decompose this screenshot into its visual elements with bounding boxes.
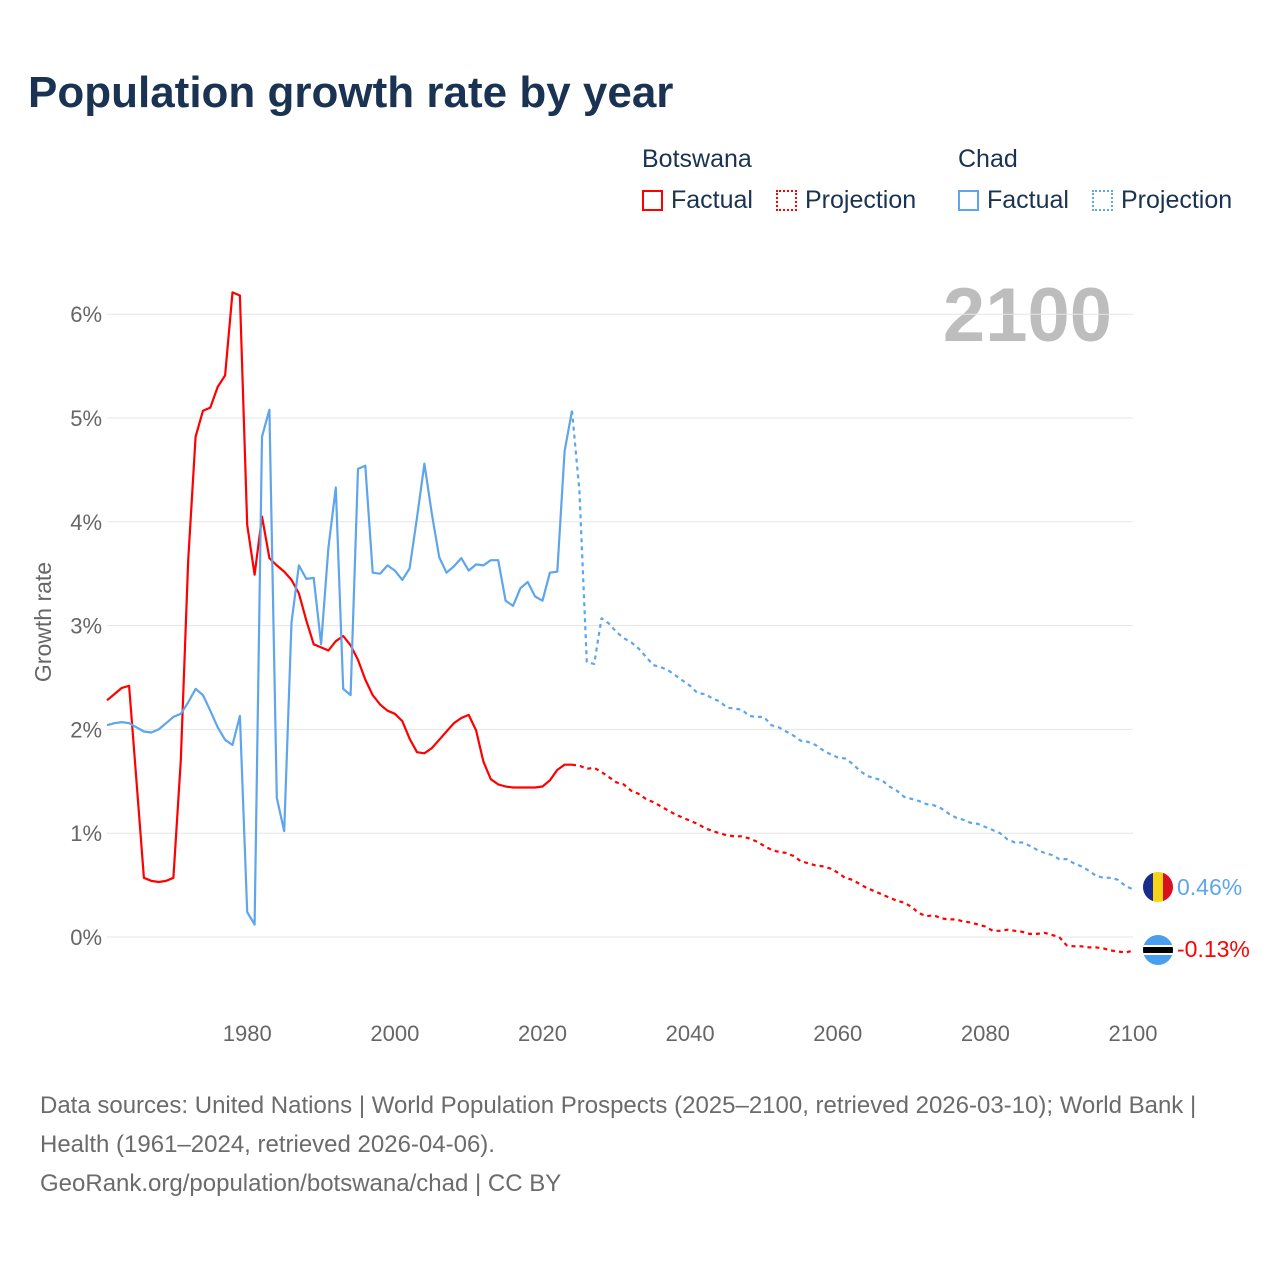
legend-botswana-factual[interactable]: Factual [642,186,753,215]
legend-swatch-dotted [776,190,797,211]
y-tick-label: 4% [70,510,102,535]
y-axis-label: Growth rate [30,562,56,682]
y-tick-label: 6% [70,302,102,327]
legend-label: Projection [805,186,917,214]
legend-label: Factual [671,186,753,214]
x-tick-label: 2040 [666,1021,715,1046]
y-tick-label: 1% [70,821,102,846]
credit-link[interactable]: GeoRank.org/population/botswana/chad | C… [40,1170,562,1197]
y-tick-label: 0% [70,925,102,950]
x-tick-label: 2060 [813,1021,862,1046]
series-line-chad-projection [570,410,1134,891]
botswana-flag-icon [1143,935,1173,965]
legend-chad-projection[interactable]: Projection [1092,186,1232,215]
legend-group-chad: Chad [958,145,1018,173]
data-sources: Data sources: United Nations | World Pop… [40,1092,1197,1158]
footer: Data sources: United Nations | World Pop… [40,1086,1240,1203]
x-tick-label: 2100 [1109,1021,1158,1046]
legend-swatch-solid [958,190,979,211]
botswana-end-label: -0.13% [1177,936,1250,962]
chad-end-label: 0.46% [1177,874,1242,900]
series-line-botswana-projection [571,763,1134,954]
legend-swatch-dotted [1092,190,1113,211]
legend-chad-factual[interactable]: Factual [958,186,1069,215]
series-line-botswana-factual [106,291,572,884]
y-tick-label: 2% [70,717,102,742]
current-year-label: 2100 [942,273,1112,358]
series-line-chad-factual [106,408,574,926]
legend-swatch-solid [642,190,663,211]
y-tick-label: 5% [70,406,102,431]
chart-title: Population growth rate by year [28,68,674,117]
legend-label: Factual [987,186,1069,214]
legend-botswana-projection[interactable]: Projection [776,186,916,215]
y-tick-label: 3% [70,614,102,639]
x-tick-label: 2000 [370,1021,419,1046]
x-tick-label: 1980 [223,1021,272,1046]
x-tick-label: 2020 [518,1021,567,1046]
chad-flag-icon [1143,872,1173,902]
x-tick-label: 2080 [961,1021,1010,1046]
legend-group-botswana: Botswana [642,145,752,173]
legend-label: Projection [1121,186,1233,214]
